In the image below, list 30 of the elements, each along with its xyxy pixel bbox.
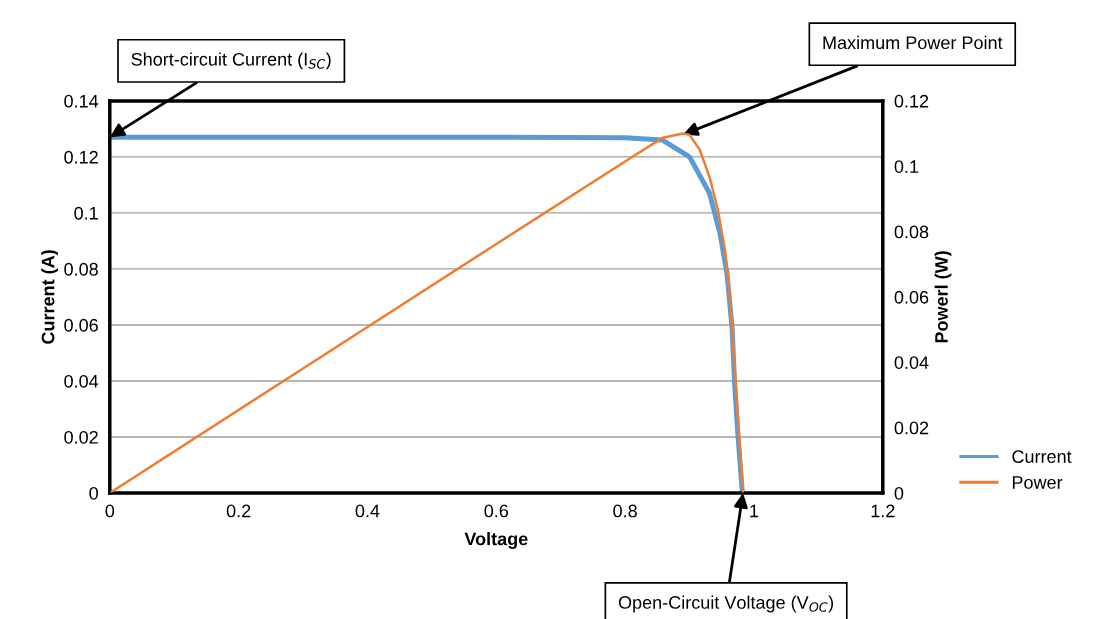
annotation: Maximum Power Point	[823, 35, 1003, 50]
legend-label: Current	[1012, 450, 1072, 463]
x-tick-label: 0	[105, 504, 115, 518]
y2-tick-label: 0.04	[894, 356, 929, 369]
y2-tick-label: 0	[894, 486, 904, 500]
legend-label: Power	[1012, 476, 1063, 489]
x-tick-label: 0.2	[226, 504, 251, 518]
x-tick-label: 0.4	[355, 504, 380, 518]
y-tick-label: 0.06	[64, 318, 98, 332]
y2-tick-label: 0.1	[894, 160, 919, 173]
y2-tick-label: 0.02	[894, 421, 929, 435]
y-tick-label: 0.12	[64, 150, 98, 164]
y2-tick-label: 0.12	[894, 94, 929, 108]
x-tick-label: 1.2	[871, 504, 895, 518]
x-tick-label: 0.8	[613, 504, 637, 518]
y2-axis-title: Powerl (W)	[934, 251, 952, 343]
y-tick-label: 0.08	[64, 262, 98, 276]
y-tick-label: 0.1	[74, 206, 98, 220]
y2-tick-label: 0.06	[894, 290, 929, 304]
y-tick-label: 0.14	[64, 94, 99, 108]
y-axis-title: Current (A)	[41, 250, 58, 344]
x-axis-title: Voltage	[464, 532, 528, 549]
y2-tick-label: 0.08	[894, 225, 929, 239]
annotation: Open-Circuit Voltage (V$_{OC}$)	[618, 595, 834, 613]
annotation: Short-circuit Current (I$_{SC}$)	[131, 52, 331, 70]
y-tick-label: 0.02	[64, 430, 98, 444]
y-tick-label: 0	[89, 486, 98, 500]
x-tick-label: 1	[750, 504, 759, 518]
x-tick-label: 0.6	[484, 504, 509, 518]
y-tick-label: 0.04	[64, 374, 99, 388]
